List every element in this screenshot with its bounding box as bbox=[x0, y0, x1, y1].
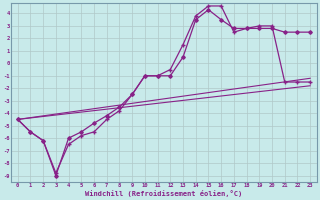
X-axis label: Windchill (Refroidissement éolien,°C): Windchill (Refroidissement éolien,°C) bbox=[85, 190, 243, 197]
